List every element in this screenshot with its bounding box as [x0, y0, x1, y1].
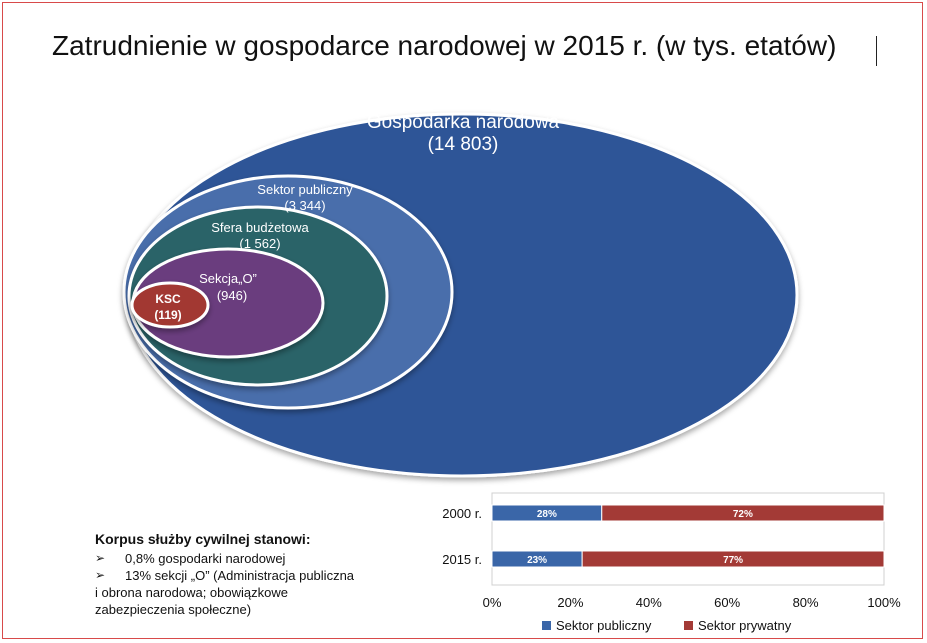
data-label: 28%	[537, 509, 557, 520]
civil-service-notes: Korpus służby cywilnej stanowi: ➢ 0,8% g…	[95, 531, 415, 618]
notes-item: ➢ 0,8% gospodarki narodowej	[95, 550, 415, 567]
x-tick-label: 0%	[483, 595, 502, 610]
data-label: 77%	[723, 555, 743, 566]
legend-label: Sektor prywatny	[698, 618, 792, 633]
notes-item: ➢ 13% sekcji „O” (Administracja publiczn…	[95, 567, 415, 584]
label-sfera-budzetowa: Sfera budżetowa	[211, 220, 309, 235]
x-tick-label: 20%	[557, 595, 583, 610]
ellipse-ksc	[130, 281, 210, 329]
value-ksc: (119)	[154, 308, 181, 322]
notes-heading: Korpus służby cywilnej stanowi:	[95, 531, 311, 547]
label-gospodarka-narodowa: Gospodarka narodowa	[367, 112, 560, 133]
euler-diagram: Gospodarka narodowa (14 803) Sektor publ…	[122, 112, 799, 478]
data-label: 72%	[733, 509, 753, 520]
bar-segment	[581, 550, 885, 568]
x-tick-label: 40%	[636, 595, 662, 610]
plot-area	[491, 492, 885, 586]
value-sfera-budzetowa: (1 562)	[239, 236, 280, 251]
x-tick-label: 80%	[793, 595, 819, 610]
notes-item-text: 0,8% gospodarki narodowej	[125, 551, 286, 566]
label-sekcja-o: Sekcja„O”	[199, 271, 257, 286]
value-sektor-publiczny: (3 344)	[284, 198, 325, 213]
category-label: 2000 r.	[442, 506, 482, 521]
notes-continuation-line: i obrona narodowa; obowiązkowe	[95, 585, 288, 600]
value-gospodarka-narodowa: (14 803)	[428, 134, 499, 155]
x-tick-label: 100%	[867, 595, 901, 610]
text-cursor	[876, 36, 877, 66]
notes-item-text: 13% sekcji „O” (Administracja publiczna	[125, 568, 355, 583]
arrow-bullet-icon: ➢	[95, 551, 106, 565]
page-title: Zatrudnienie w gospodarce narodowej w 20…	[52, 30, 837, 61]
value-sekcja-o: (946)	[217, 288, 247, 303]
label-ksc: KSC	[155, 292, 181, 306]
label-sektor-publiczny: Sektor publiczny	[257, 182, 353, 197]
legend-swatch	[542, 621, 551, 630]
legend-swatch	[684, 621, 693, 630]
bar-segment	[601, 504, 885, 522]
arrow-bullet-icon: ➢	[95, 568, 106, 582]
stacked-bar-chart: 2000 r. 28% 72% 2015 r. 23% 77% 0% 20% 40% 60% 80%…	[442, 492, 901, 633]
data-label: 23%	[527, 555, 547, 566]
category-label: 2015 r.	[442, 552, 482, 567]
notes-continuation-line: zabezpieczenia społeczne)	[95, 602, 252, 617]
x-tick-label: 60%	[714, 595, 740, 610]
legend-label: Sektor publiczny	[556, 618, 652, 633]
